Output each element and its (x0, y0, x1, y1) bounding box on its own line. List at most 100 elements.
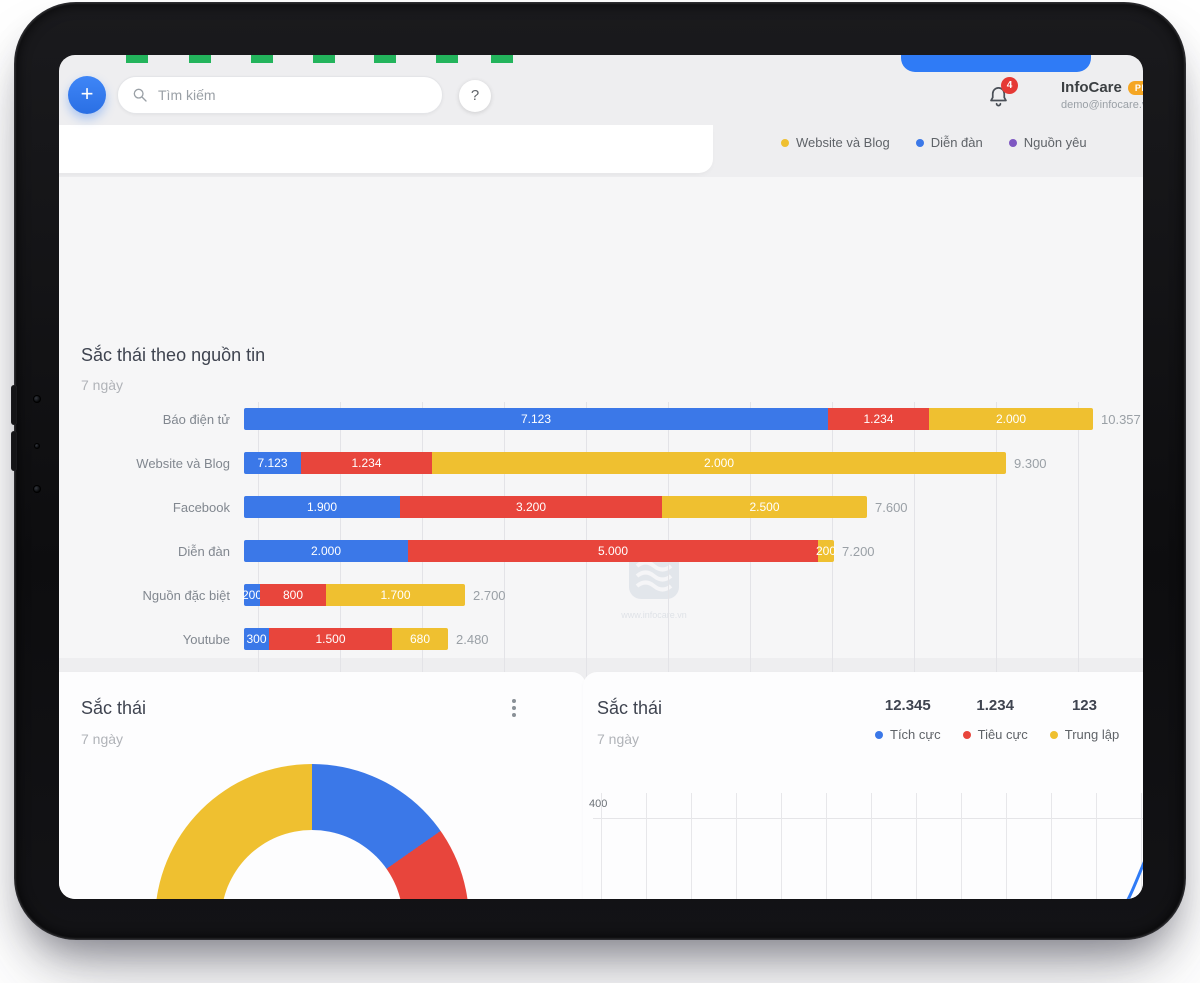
stat-legend-item[interactable]: Tiêu cực (962, 727, 1028, 742)
bar-segment-positive[interactable]: 7.123 (244, 452, 301, 474)
bar-track: 200 800 1.700 (242, 584, 465, 606)
card-subtitle: 7 ngày (597, 731, 640, 747)
stat-column: 1.234 Tiêu cực (962, 697, 1028, 742)
bar-segment-negative[interactable]: 1.234 (828, 408, 929, 430)
volume-down-button[interactable] (11, 431, 17, 471)
legend-label: Trung lập (1064, 727, 1120, 742)
bar-row: Website và Blog 7.123 1.234 2.000 9.300 (59, 441, 1143, 485)
legend-dot-icon (962, 730, 971, 739)
sentiment-donut-card: Sắc thái 7 ngày (59, 672, 586, 899)
bar-segment-neutral[interactable]: 2.000 (929, 408, 1093, 430)
scrolled-blue-shape (901, 55, 1091, 72)
bar-segment-negative[interactable]: 1.234 (301, 452, 432, 474)
notifications-button[interactable]: 4 (987, 77, 1018, 113)
bar-track: 7.123 1.234 2.000 (244, 452, 1006, 474)
card-title: Sắc thái (597, 698, 663, 718)
card-subtitle: 7 ngày (81, 731, 124, 747)
gridline (996, 402, 997, 682)
legend-dot-icon (875, 730, 883, 739)
screen: Website và Blog Diễn đàn Nguồn yêu + Tìm k… (59, 55, 1143, 899)
sensor-dot (34, 443, 40, 449)
stat-legend-item[interactable]: Tích cực (875, 727, 941, 742)
stat-column: 123 Trung lập (1049, 697, 1120, 742)
source-legend-item[interactable]: Diễn đàn (915, 135, 983, 150)
bar-track: 2.000 5.000 200 (244, 540, 836, 562)
topbar: + Tìm kiếm ? 4 InfoCare PLUS (59, 55, 1143, 125)
bar-total-label: 2.700 (473, 587, 506, 603)
bar-segment-positive[interactable]: 300 (244, 628, 269, 650)
green-bar-stub (491, 55, 513, 63)
account-menu[interactable]: InfoCare PLUS demo@infocare.vn (1061, 79, 1143, 111)
bar-row: Youtube 300 1.500 680 2.480 (59, 617, 1143, 661)
legend-label: Website và Blog (796, 135, 890, 150)
notification-badge: 4 (1001, 77, 1018, 94)
bar-segment-neutral[interactable]: 2.500 (662, 496, 867, 518)
panel-subtitle: 7 ngày (81, 377, 124, 393)
stacked-bar-rows: Báo điện tử 7.123 1.234 2.000 10.357 Website … (59, 397, 1143, 661)
source-legend: Website và Blog Diễn đàn Nguồn yêu (781, 135, 1087, 150)
bar-track: 7.123 1.234 2.000 (244, 408, 1093, 430)
green-bar-stub (374, 55, 396, 63)
account-name: InfoCare (1061, 79, 1122, 96)
legend-label: Tích cực (890, 727, 941, 742)
source-legend-item[interactable]: Website và Blog (781, 135, 890, 150)
stat-value: 123 (1071, 697, 1097, 714)
search-input[interactable]: Tìm kiếm (117, 76, 443, 114)
green-bar-stub (313, 55, 335, 63)
card-menu-button[interactable] (508, 694, 520, 722)
bar-track: 300 1.500 680 (244, 628, 448, 650)
bar-segment-negative[interactable]: 1.500 (269, 628, 392, 650)
bar-category-label: Báo điện tử (162, 411, 230, 427)
bar-segment-positive[interactable]: 7.123 (244, 408, 828, 430)
help-button[interactable]: ? (459, 80, 491, 112)
gridline (914, 402, 915, 682)
bar-segment-positive[interactable]: 1.900 (244, 496, 400, 518)
stat-column: 12.345 Tích cực (875, 698, 941, 742)
legend-dot-icon (781, 138, 789, 147)
bar-row: Báo điện tử 7.123 1.234 2.000 10.357 (59, 397, 1143, 441)
bar-segment-negative[interactable]: 800 (260, 584, 326, 606)
bar-segment-positive[interactable]: 2.000 (244, 540, 408, 562)
bar-segment-neutral[interactable]: 680 (392, 628, 448, 650)
gridline (1078, 402, 1079, 682)
bar-total-label: 10.357 (1101, 411, 1141, 427)
bar-segment-neutral[interactable]: 200 (816, 540, 836, 562)
bar-row: Nguồn đặc biệt 200 800 1.700 2.700 (59, 573, 1143, 617)
source-legend-item[interactable]: Nguồn yêu (1008, 135, 1087, 150)
stat-legend-item[interactable]: Trung lập (1049, 727, 1120, 742)
green-bar-stub (126, 55, 148, 63)
stat-value: 12.345 (884, 697, 931, 714)
bar-total-label: 9.300 (1014, 455, 1047, 471)
donut-hole (221, 830, 403, 899)
bar-segment-neutral[interactable]: 2.000 (432, 452, 1006, 474)
bar-category-label: Facebook (172, 499, 230, 515)
sentiment-by-source-panel: Sắc thái theo nguồn tin 7 ngày www.infoc… (59, 177, 1143, 749)
bar-category-label: Youtube (182, 631, 230, 647)
bar-segment-positive[interactable]: 200 (242, 584, 262, 606)
bar-row: Facebook 1.900 3.200 2.500 7.600 (59, 485, 1143, 529)
bar-segment-negative[interactable]: 5.000 (408, 540, 818, 562)
search-icon (133, 88, 147, 102)
bar-segment-neutral[interactable]: 1.700 (326, 584, 465, 606)
sentiment-stats: 12.345 Tích cực 1.234 Tiêu cực 123 Trung lập (875, 698, 1119, 742)
mini-chart-vgridlines (601, 793, 1143, 899)
trend-line (1126, 861, 1143, 899)
bar-total-label: 2.480 (456, 631, 489, 647)
bar-segment-negative[interactable]: 3.200 (400, 496, 662, 518)
panel-title: Sắc thái theo nguồn tin (81, 345, 266, 365)
account-email: demo@infocare.vn (1061, 99, 1143, 111)
stat-value: 1.234 (976, 697, 1014, 714)
card-title: Sắc thái (81, 698, 147, 718)
bar-total-label: 7.200 (842, 543, 875, 559)
add-button[interactable]: + (68, 76, 106, 114)
green-bar-stub (189, 55, 211, 63)
legend-dot-icon (1049, 730, 1058, 739)
plan-badge: PLUS (1127, 80, 1143, 95)
bar-category-label: Website và Blog (136, 455, 230, 471)
scrolled-card-bottom (59, 125, 713, 173)
donut-chart[interactable] (155, 764, 469, 899)
search-placeholder: Tìm kiếm (158, 87, 216, 103)
bar-row: Diễn đàn 2.000 5.000 200 7.200 (59, 529, 1143, 573)
volume-up-button[interactable] (11, 385, 17, 425)
green-bar-stub (251, 55, 273, 63)
